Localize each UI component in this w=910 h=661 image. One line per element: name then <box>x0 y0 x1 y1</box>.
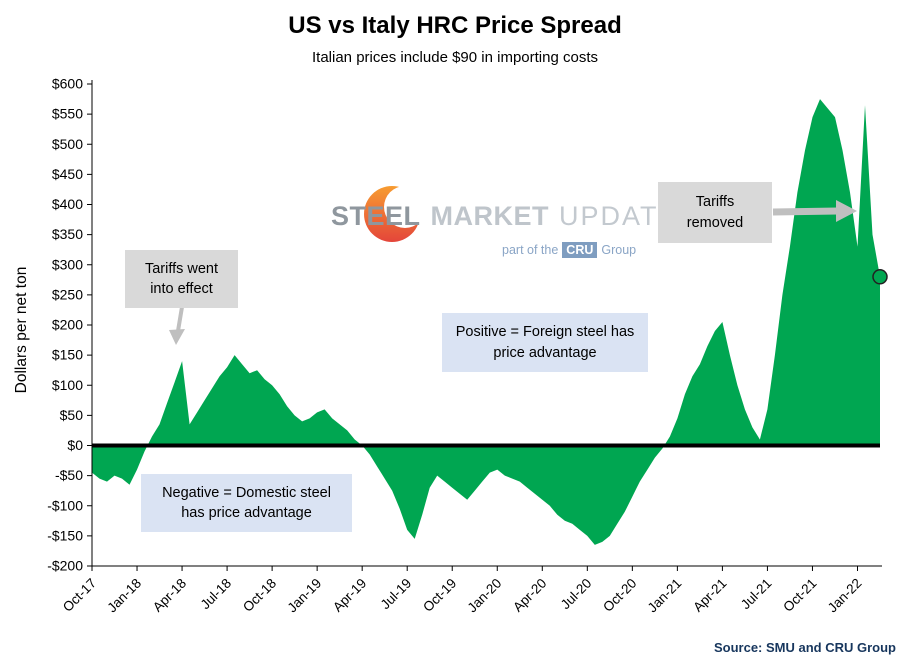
annotation-arrow-layer <box>169 200 857 345</box>
x-tick-label: Apr-19 <box>330 576 369 615</box>
y-tick-label: $300 <box>52 256 83 272</box>
x-tick-label: Oct-18 <box>240 576 279 615</box>
x-tick-label: Jul-19 <box>378 576 415 613</box>
y-tick-label: -$100 <box>47 497 83 513</box>
area-series-layer <box>92 99 880 545</box>
annotation-negative-note: Negative = Domestic steel has price adva… <box>141 474 352 532</box>
watermark-brand: STEEL MARKET UPDATE <box>331 201 679 232</box>
x-tick-label: Jan-18 <box>104 576 144 616</box>
tariffs-removed-arrow <box>772 200 857 222</box>
y-tick-label: $500 <box>52 136 83 152</box>
cru-badge: CRU <box>562 242 598 258</box>
y-tick-label: $50 <box>60 407 84 423</box>
x-tick-label: Jul-20 <box>558 576 595 613</box>
x-tick-label: Jan-19 <box>284 576 324 616</box>
x-tick-label: Oct-17 <box>60 576 99 615</box>
y-tick-label: $350 <box>52 226 83 242</box>
y-tick-label: $100 <box>52 377 83 393</box>
x-tick-label: Oct-19 <box>420 576 459 615</box>
watermark-update: UPDATE <box>559 201 679 231</box>
y-tick-label: $550 <box>52 106 83 122</box>
y-tick-label: $200 <box>52 317 83 333</box>
watermark-steel: STEEL <box>331 201 421 231</box>
y-tick-label: $450 <box>52 166 83 182</box>
page-title: US vs Italy HRC Price Spread <box>288 12 622 39</box>
x-tick-label: Jan-21 <box>645 576 685 616</box>
watermark-group: Group <box>601 243 637 257</box>
x-tick-label: Jul-18 <box>198 576 235 613</box>
watermark-partof: part of the <box>502 243 559 257</box>
x-tick-label: Jan-22 <box>825 576 865 616</box>
y-tick-label: -$200 <box>47 558 83 574</box>
x-tick-label: Apr-18 <box>150 576 189 615</box>
y-tick-label: $400 <box>52 196 83 212</box>
y-tick-label: $600 <box>52 76 83 92</box>
y-tick-label: $250 <box>52 286 83 302</box>
latest-value-marker <box>872 269 888 285</box>
y-tick-label: $0 <box>67 437 83 453</box>
tariffs-effect-arrow <box>169 306 185 345</box>
spread-area <box>92 99 880 545</box>
x-tick-label: Apr-20 <box>510 576 549 615</box>
page-subtitle: Italian prices include $90 in importing … <box>312 49 598 66</box>
y-tick-label: -$50 <box>55 467 83 483</box>
smu-logo-crescent-icon <box>364 186 423 242</box>
x-tick-label: Oct-21 <box>780 576 819 615</box>
x-tick-label: Jul-21 <box>738 576 775 613</box>
annotation-tariffs-effect: Tariffs went into effect <box>125 250 238 308</box>
x-tick-label: Jan-20 <box>465 576 505 616</box>
x-tick-label: Oct-20 <box>600 576 639 615</box>
y-tick-label: -$150 <box>47 527 83 543</box>
source-credit: Source: SMU and CRU Group <box>713 640 896 655</box>
watermark-tagline: part of the CRU Group <box>502 242 637 258</box>
annotation-positive-note: Positive = Foreign steel has price advan… <box>442 313 648 372</box>
annotation-tariffs-removed: Tariffs removed <box>658 182 772 243</box>
watermark-market: MARKET <box>430 201 550 231</box>
y-tick-label: $150 <box>52 347 83 363</box>
x-tick-label: Apr-21 <box>690 576 729 615</box>
